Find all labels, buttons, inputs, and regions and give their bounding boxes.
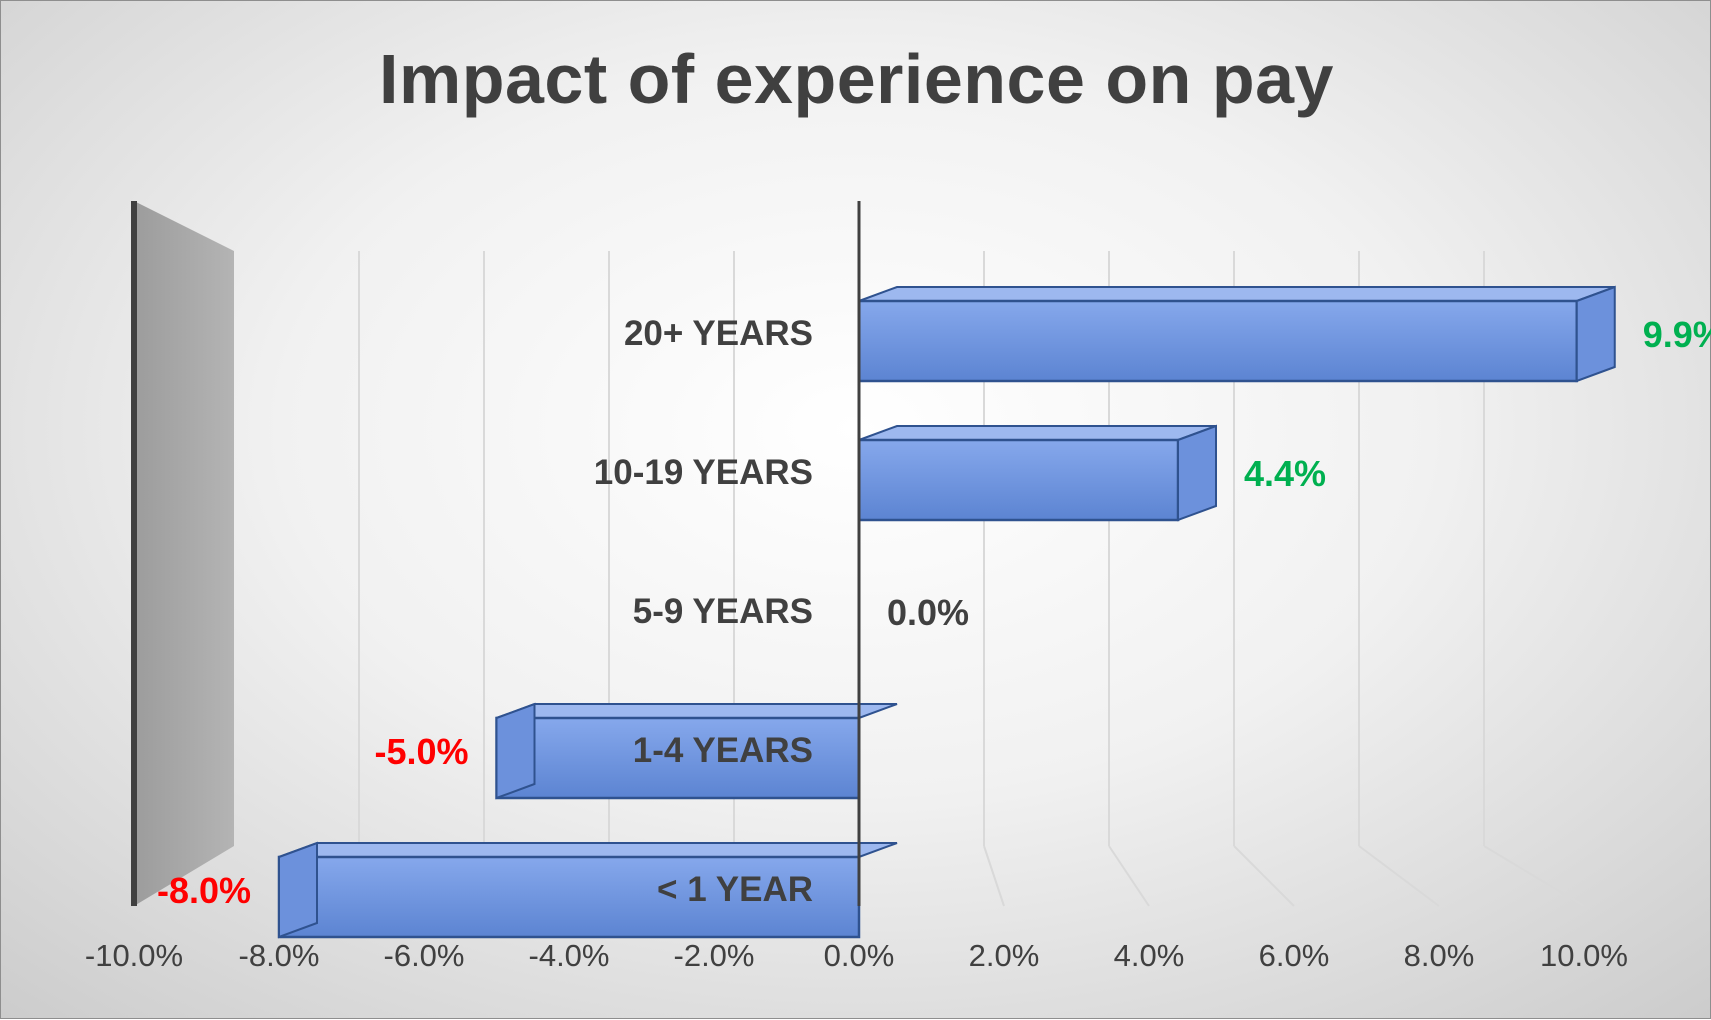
x-tick-label: -10.0% bbox=[85, 938, 183, 973]
bar-front-face bbox=[857, 438, 1180, 522]
x-tick-label: 4.0% bbox=[1114, 938, 1185, 973]
category-label: 5-9 YEARS bbox=[633, 592, 813, 631]
bar-front-face bbox=[277, 855, 861, 939]
floor-gridline bbox=[983, 845, 1005, 907]
bar-end-face bbox=[278, 841, 318, 939]
category-label: 1-4 YEARS bbox=[633, 731, 813, 770]
labels: < 1 YEAR -8.0% 1-4 YEARS -5.0% 5-9 YEARS 0.0%… bbox=[85, 314, 1711, 973]
category-label: 20+ YEARS bbox=[624, 314, 813, 353]
data-label: 9.9% bbox=[1643, 314, 1711, 355]
category-label: 10-19 YEARS bbox=[594, 453, 813, 492]
bars bbox=[277, 285, 1616, 939]
bar-end-face bbox=[1575, 285, 1616, 383]
bar-end-face bbox=[1177, 424, 1217, 522]
floor-gridline bbox=[1358, 845, 1440, 907]
chart-title: Impact of experience on pay bbox=[379, 40, 1334, 118]
bar-top-face bbox=[858, 425, 1217, 441]
x-tick-label: 6.0% bbox=[1259, 938, 1330, 973]
x-tick-label: -8.0% bbox=[239, 938, 320, 973]
x-tick-label: -4.0% bbox=[529, 938, 610, 973]
bar-front-face bbox=[857, 299, 1578, 383]
x-tick-label: -6.0% bbox=[384, 938, 465, 973]
floor-gridline bbox=[1108, 845, 1150, 907]
data-label: -5.0% bbox=[374, 731, 468, 772]
floor-gridline bbox=[1483, 845, 1585, 907]
bar bbox=[857, 424, 1217, 522]
x-tick-label: 0.0% bbox=[824, 938, 895, 973]
x-tick-label: 2.0% bbox=[969, 938, 1040, 973]
data-label: 0.0% bbox=[887, 592, 969, 633]
bar bbox=[857, 285, 1616, 383]
data-label: -8.0% bbox=[157, 870, 251, 911]
data-label: 4.4% bbox=[1244, 453, 1326, 494]
bar-top-face bbox=[496, 703, 898, 719]
floor-gridline bbox=[1233, 845, 1295, 907]
x-tick-label: 10.0% bbox=[1540, 938, 1628, 973]
bar-end-face bbox=[495, 702, 536, 800]
side-wall-panel bbox=[134, 201, 234, 906]
bar-top-face bbox=[278, 842, 898, 858]
side-wall bbox=[131, 201, 234, 906]
x-tick-label: -2.0% bbox=[674, 938, 755, 973]
bar-top-face bbox=[858, 286, 1616, 302]
x-tick-label: 8.0% bbox=[1404, 938, 1475, 973]
bar bbox=[277, 841, 898, 939]
category-label: < 1 YEAR bbox=[657, 870, 813, 909]
